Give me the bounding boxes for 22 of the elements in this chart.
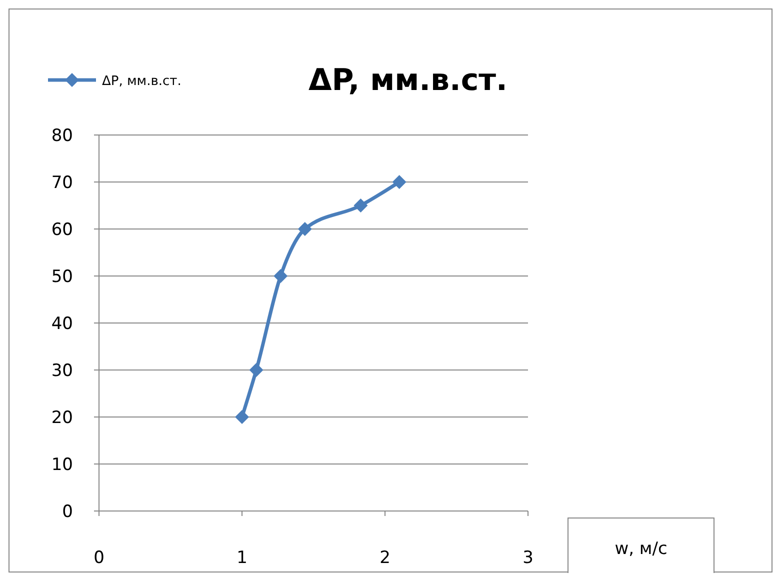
chart-title: ΔP, мм.в.ст.	[308, 63, 508, 98]
y-tick-label: 70	[51, 173, 73, 193]
x-tick-label: 2	[380, 548, 390, 568]
point	[354, 198, 368, 212]
y-tick-label: 30	[51, 361, 73, 381]
x-tick-label: 1	[236, 548, 248, 568]
x-tick-label: 0	[94, 548, 104, 568]
y-tick-label: 40	[51, 314, 73, 334]
y-tick-label: 50	[51, 267, 73, 287]
x-axis-title: w, м/с	[614, 539, 668, 559]
y-tick-label: 60	[51, 220, 73, 240]
y-tick-label: 0	[62, 502, 73, 522]
y-tick-label: 80	[51, 126, 73, 146]
y-tick-label: 10	[51, 455, 73, 475]
point	[249, 363, 264, 377]
point	[274, 269, 288, 283]
legend-label: ΔP, мм.в.ст.	[102, 74, 182, 89]
y-tick-label: 20	[51, 408, 73, 428]
point	[235, 410, 249, 424]
x-tick-label: 3	[522, 548, 534, 568]
point	[298, 222, 312, 236]
point	[392, 175, 406, 189]
